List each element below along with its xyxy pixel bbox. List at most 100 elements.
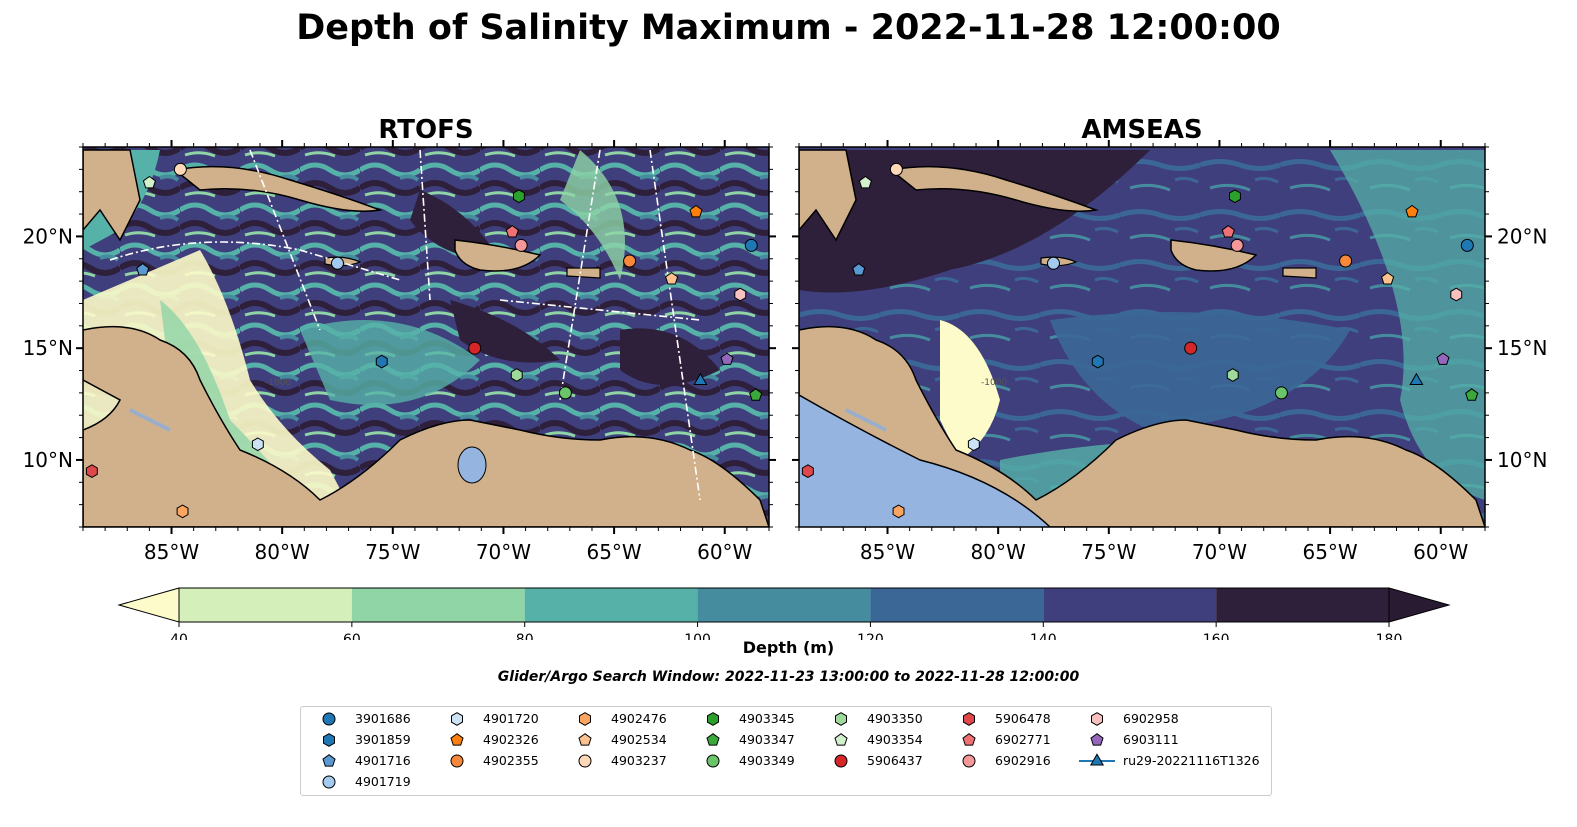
float-marker-6902916: [1230, 238, 1244, 252]
legend-label: 4903345: [739, 711, 795, 726]
colorbar-bin: [351, 588, 525, 622]
colorbar-frame: [178, 587, 1390, 623]
x-tick-label: 75°W: [365, 540, 420, 564]
x-tick-label: 85°W: [144, 540, 199, 564]
colorbar-tick-label: 120: [857, 632, 884, 640]
colorbar-tick-label: 60: [343, 632, 361, 640]
legend-label: 4903349: [739, 753, 795, 768]
legend-label: 3901859: [355, 732, 411, 747]
legend-marker-icon: [834, 754, 848, 768]
float-marker-4901719: [330, 256, 344, 270]
colorbar-bin: [524, 588, 698, 622]
float-marker-4903349: [1274, 386, 1288, 400]
legend-marker-icon: [579, 712, 591, 726]
legend-label: 4903237: [611, 753, 667, 768]
colorbar-over-extend: [1388, 587, 1451, 623]
legend-label: 4903354: [867, 732, 923, 747]
float-marker-4902534: [665, 271, 679, 285]
float-marker-5906478: [801, 464, 814, 478]
rtofs-panel: -1000 RTOFS: [82, 115, 770, 528]
legend-label: 3901686: [355, 711, 411, 726]
float-marker-4903347: [749, 388, 763, 401]
colorbar-bin: [179, 588, 352, 622]
search-window-text: Glider/Argo Search Window: 2022-11-23 13…: [497, 669, 1080, 685]
legend-marker-icon: [962, 754, 976, 768]
legend-marker-icon: [1089, 753, 1105, 766]
float-marker-4903237: [889, 162, 903, 176]
legend: 3901686 3901859 4901716 4901719 4901720 49023…: [300, 706, 1272, 796]
legend-marker-icon: [578, 754, 592, 768]
legend-marker-icon: [450, 754, 464, 768]
float-marker-5906437: [1184, 341, 1198, 355]
float-marker-6903111: [1436, 352, 1450, 365]
colorbar-tick-label: 140: [1030, 632, 1057, 640]
contour-label: -1000: [981, 378, 1007, 388]
float-marker-4902326: [1405, 204, 1419, 218]
legend-label: 6902771: [995, 732, 1051, 747]
float-marker-4903347: [1465, 388, 1479, 401]
legend-label: 6902958: [1123, 711, 1179, 726]
legend-marker-icon: [706, 754, 720, 768]
legend-marker-icon: [1090, 733, 1104, 746]
float-marker-6902771: [505, 224, 519, 238]
colorbar-under-extend: [117, 587, 180, 623]
y-tick-label: 20°N: [1497, 224, 1547, 248]
float-marker-6902958: [734, 287, 747, 302]
contour-label: -1000: [265, 378, 291, 388]
float-marker-4903350: [510, 368, 523, 382]
float-marker-3901859: [375, 354, 388, 369]
float-marker-4902476: [176, 504, 189, 519]
legend-label: 5906478: [995, 711, 1051, 726]
x-tick-label: 60°W: [697, 540, 752, 564]
axis-ticks: 85°W 80°W 75°W 70°W 65°W 60°W 10°N 15°N 20°N 85°W…: [23, 140, 1547, 564]
x-tick-label: 80°W: [255, 540, 310, 564]
y-tick-label: 10°N: [23, 448, 73, 472]
legend-marker-icon: [1091, 712, 1103, 726]
amseas-title: AMSEAS: [1081, 115, 1202, 145]
legend-label: 4903350: [867, 711, 923, 726]
float-marker-4903354: [142, 175, 156, 189]
float-marker-4901716: [852, 262, 866, 276]
y-tick-label: 20°N: [23, 224, 73, 248]
float-marker-4903345: [1229, 189, 1241, 204]
legend-marker-icon: [834, 733, 848, 746]
float-marker-4903349: [558, 386, 572, 400]
float-marker-3901686: [1460, 238, 1474, 252]
x-tick-label: 60°W: [1413, 540, 1468, 564]
legend-marker-icon: [322, 754, 336, 767]
legend-marker-icon: [451, 712, 463, 726]
amseas-panel: -1000 AMSEAS: [798, 115, 1486, 528]
colorbar-tick-label: 40: [170, 632, 188, 640]
x-tick-label: 65°W: [586, 540, 641, 564]
colorbar-label: Depth (m): [742, 638, 835, 657]
y-tick-label: 15°N: [1497, 336, 1547, 360]
legend-marker-icon: [963, 712, 975, 726]
colorbar-bin: [1043, 588, 1217, 622]
float-marker-6902771: [1221, 224, 1235, 238]
legend-marker-icon: [322, 775, 336, 789]
legend-label: 4902326: [483, 732, 539, 747]
float-marker-4902326: [689, 204, 703, 218]
float-marker-4903350: [1226, 368, 1239, 382]
amseas-frame: [798, 146, 1486, 528]
legend-marker-icon: [323, 733, 335, 747]
colorbar: 40 60 80 100 120 140 160 180: [117, 587, 1451, 640]
float-marker-4902355: [1339, 254, 1353, 268]
legend-label: 4901719: [355, 774, 411, 789]
x-tick-label: 70°W: [476, 540, 531, 564]
float-marker-5906478: [85, 464, 98, 478]
x-tick-label: 75°W: [1081, 540, 1136, 564]
colorbar-bin: [870, 588, 1044, 622]
legend-label: ru29-20221116T1326: [1123, 753, 1260, 768]
colorbar-tick-label: 180: [1376, 632, 1403, 640]
float-markers: [85, 162, 1479, 519]
float-marker-ru29-20221116T1326: [1409, 372, 1424, 385]
float-marker-4901716: [136, 262, 150, 276]
float-marker-6903111: [720, 352, 734, 365]
float-marker-4903345: [513, 189, 525, 204]
float-marker-3901686: [744, 238, 758, 252]
float-marker-4901720: [251, 437, 264, 452]
colorbar-tick-label: 160: [1203, 632, 1230, 640]
float-marker-6902958: [1450, 287, 1463, 302]
